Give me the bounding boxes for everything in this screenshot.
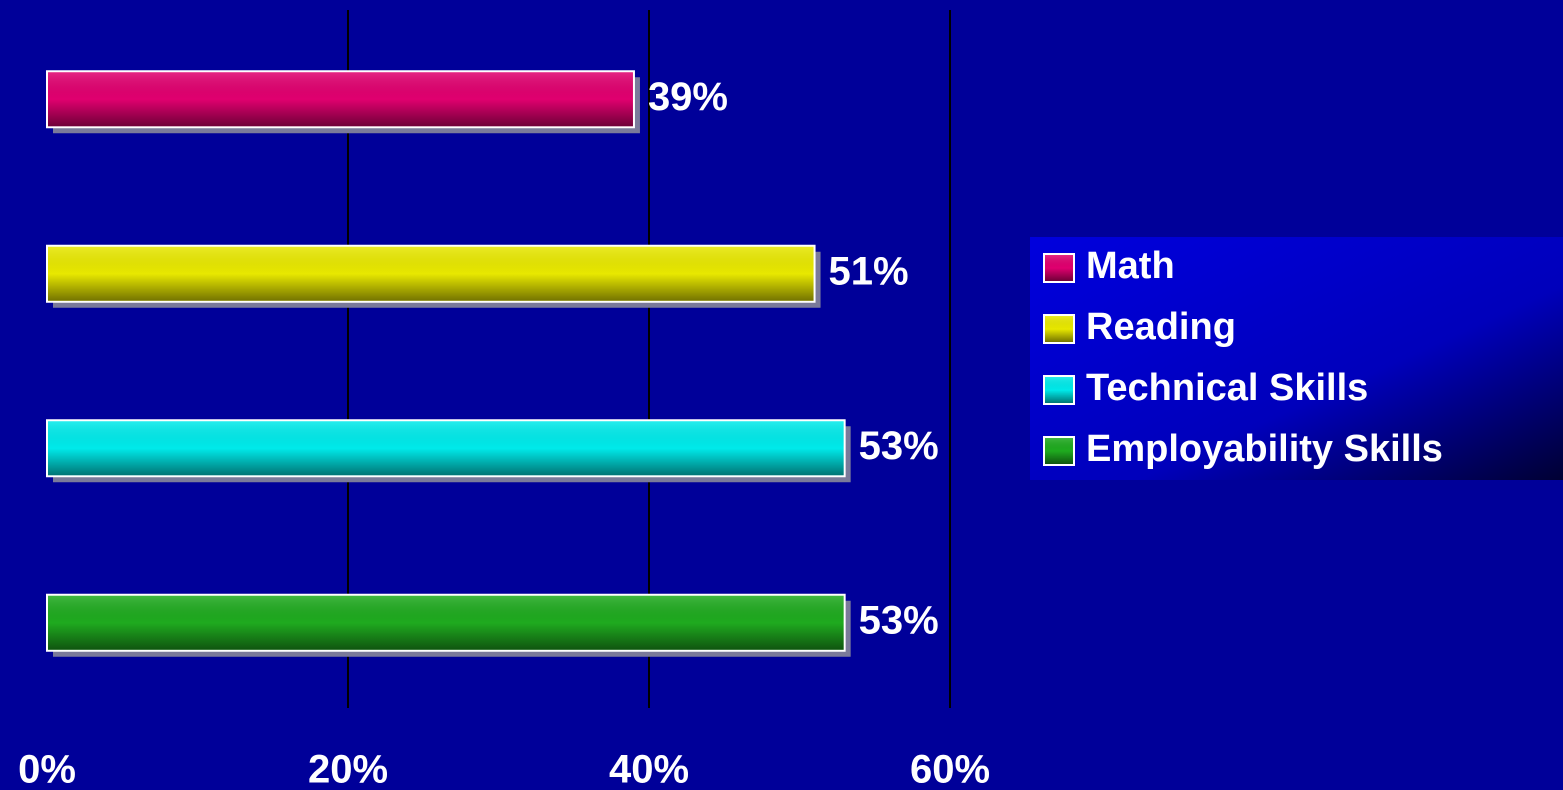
data-label: 53% <box>859 598 939 642</box>
legend-label: Employability Skills <box>1086 428 1443 470</box>
x-tick-label: 0% <box>18 748 76 790</box>
legend-label: Reading <box>1086 306 1236 348</box>
data-label: 51% <box>829 249 909 293</box>
legend-swatch-shading <box>1045 316 1073 342</box>
legend-label: Technical Skills <box>1086 367 1368 409</box>
legend-label: Math <box>1086 245 1175 287</box>
bar-shading <box>48 246 814 301</box>
x-tick-label: 60% <box>910 748 990 790</box>
bar-shading <box>48 595 844 650</box>
x-tick-label: 20% <box>308 748 388 790</box>
x-tick-label: 40% <box>609 748 689 790</box>
data-label: 39% <box>648 75 728 119</box>
bar-shading <box>48 72 633 127</box>
bar-shading <box>48 421 844 476</box>
legend-swatch-shading <box>1045 377 1073 403</box>
legend-swatch-shading <box>1045 438 1073 464</box>
data-label: 53% <box>859 424 939 468</box>
legend-swatch-shading <box>1045 255 1073 281</box>
legend-box <box>1030 237 1563 480</box>
